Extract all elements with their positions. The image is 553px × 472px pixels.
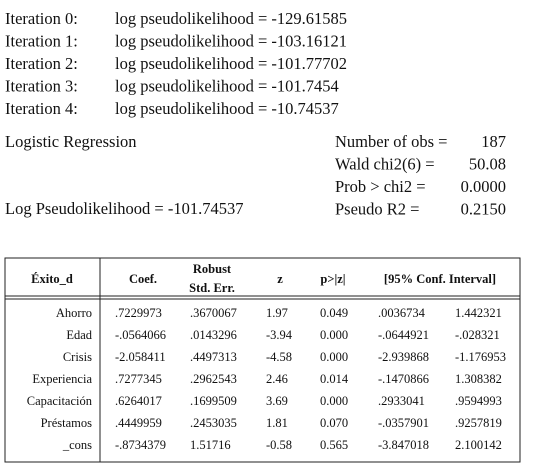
table-frame [4,257,521,463]
stat-value: 187 [481,132,506,151]
cell: 0.000 [320,328,348,342]
cell: 0.014 [320,372,349,386]
cell: .1699509 [190,394,237,408]
cell: 1.308382 [455,372,502,386]
row-label: Capacitación [27,394,93,408]
column-header: Robust [193,262,232,276]
cell: -.028321 [455,328,500,342]
cell: .0143296 [190,328,237,342]
cell: 1.97 [266,306,288,320]
iteration-text: log pseudolikelihood = -10.74537 [115,99,339,118]
cell: .6264017 [115,394,162,408]
stat-value: 50.08 [469,154,506,173]
column-header: [95% Conf. Interval] [384,272,496,286]
cell: 3.69 [266,394,288,408]
column-header: Coef. [129,272,157,286]
cell: .2933041 [378,394,425,408]
cell: 0.049 [320,306,348,320]
iteration-label: Iteration 3: [5,76,78,95]
cell: .0036734 [378,306,426,320]
iteration-label: Iteration 0: [5,9,78,28]
cell: -0.58 [266,438,292,452]
cell: -.0644921 [378,328,429,342]
iteration-label: Iteration 4: [5,99,78,118]
cell: 2.100142 [455,438,502,452]
column-header: p>|z| [320,272,345,286]
stat-label: Wald chi2(6) = [335,154,435,173]
row-label: Ahorro [56,306,92,320]
cell: -.0564066 [115,328,166,342]
iteration-text: log pseudolikelihood = -101.77702 [115,54,347,73]
cell: 0.000 [320,394,348,408]
stat-label: Prob > chi2 = [335,177,426,196]
cell: -4.58 [266,350,292,364]
cell: -.8734379 [115,438,166,452]
cell: 1.51716 [190,438,231,452]
cell: .7277345 [115,372,162,386]
stat-label: Number of obs = [335,132,447,151]
log-likelihood: Log Pseudolikelihood = -101.74537 [5,199,243,218]
cell: .9257819 [455,416,502,430]
iteration-label: Iteration 1: [5,31,78,50]
stat-value: 0.2150 [461,199,506,218]
cell: 0.070 [320,416,348,430]
iteration-text: log pseudolikelihood = -101.7454 [115,76,339,95]
cell: -3.847018 [378,438,429,452]
cell: -.0357901 [378,416,429,430]
cell: .3670067 [190,306,237,320]
cell: .9594993 [455,394,502,408]
column-header: z [277,272,283,286]
cell: -2.058411 [115,350,166,364]
model-name: Logistic Regression [5,132,137,151]
cell: -3.94 [266,328,293,342]
stat-label: Pseudo R2 = [335,199,419,218]
row-label: Edad [66,328,92,342]
row-label: Experiencia [32,372,92,386]
cell: -2.939868 [378,350,429,364]
column-header: Éxito_d [31,272,73,286]
row-label: Crisis [63,350,92,364]
cell: .7229973 [115,306,162,320]
row-label: Préstamos [41,416,93,430]
iteration-label: Iteration 2: [5,54,78,73]
iteration-text: log pseudolikelihood = -103.16121 [115,31,347,50]
cell: .4449959 [115,416,162,430]
row-label: _cons [62,438,92,452]
cell: -.1470866 [378,372,429,386]
cell: .4497313 [190,350,237,364]
cell: 0.565 [320,438,348,452]
cell: 2.46 [266,372,288,386]
column-header: Std. Err. [189,281,235,295]
stat-value: 0.0000 [461,177,506,196]
cell: 1.442321 [455,306,502,320]
cell: .2453035 [190,416,237,430]
cell: 1.81 [266,416,288,430]
cell: 0.000 [320,350,348,364]
cell: -1.176953 [455,350,506,364]
iteration-text: log pseudolikelihood = -129.61585 [115,9,347,28]
cell: .2962543 [190,372,237,386]
